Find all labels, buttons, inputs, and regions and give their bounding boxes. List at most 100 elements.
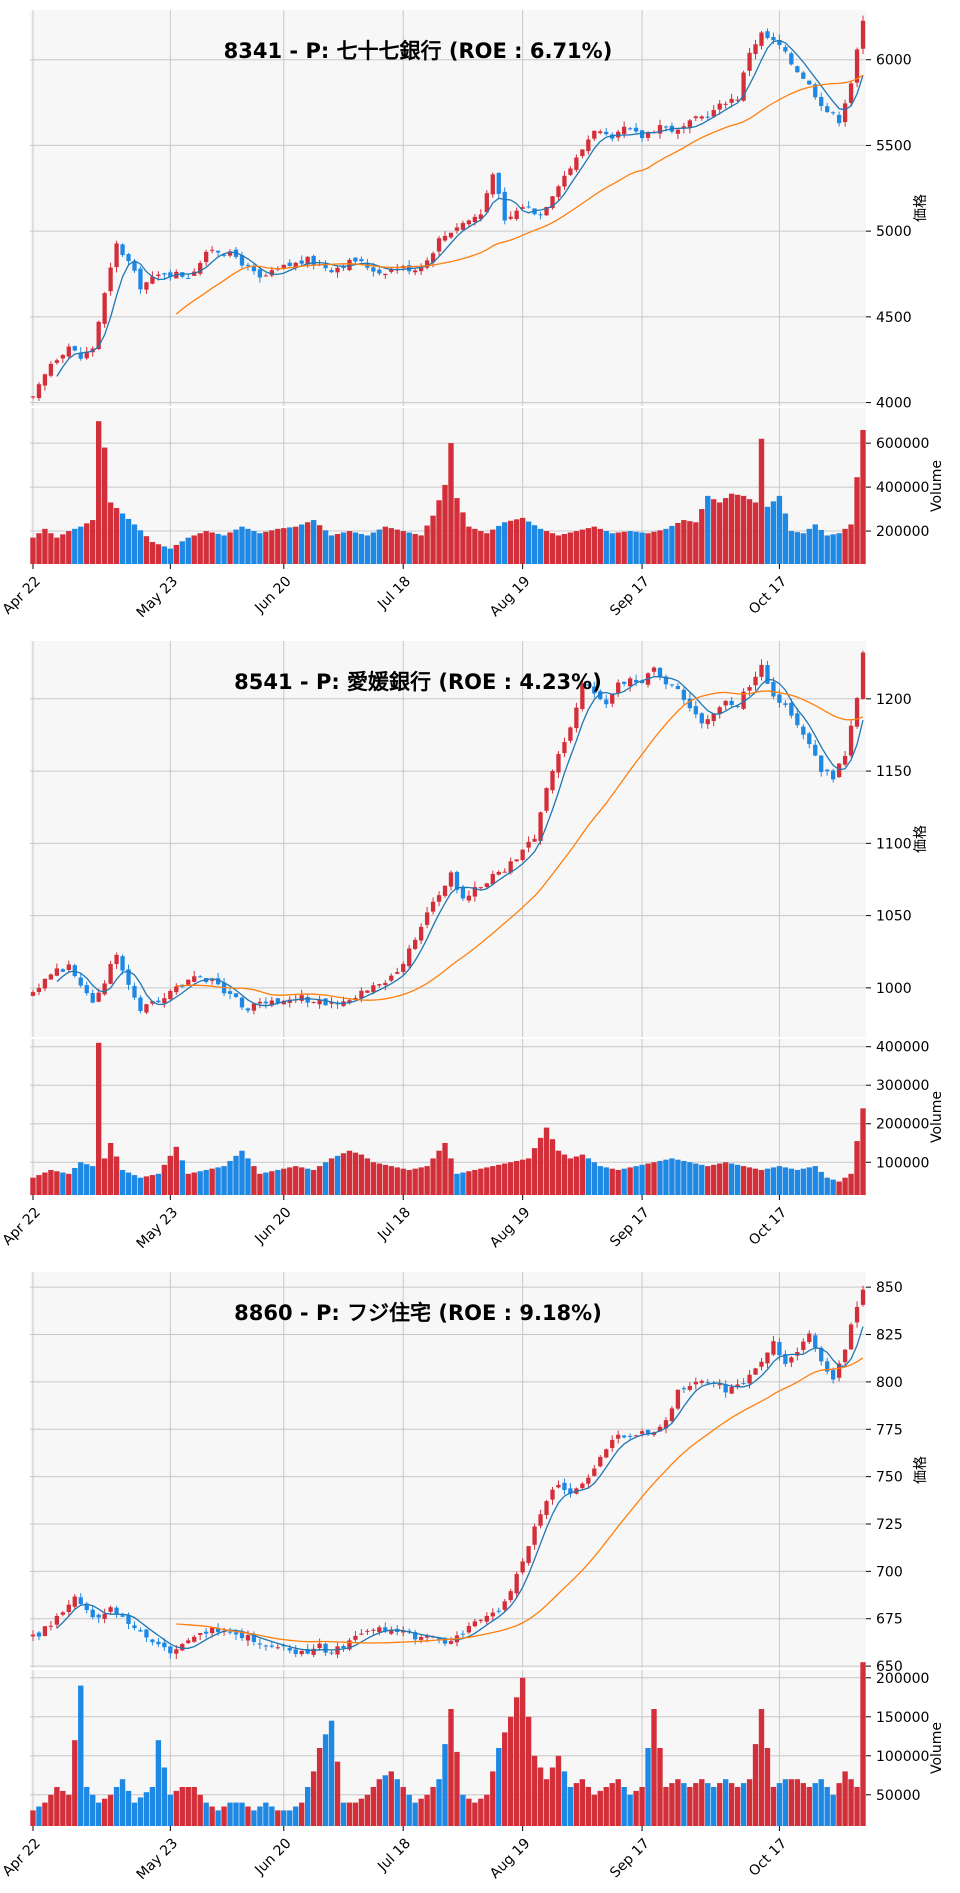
candle-body <box>311 1001 316 1003</box>
volume-bar <box>639 1164 645 1195</box>
volume-bar <box>149 542 156 564</box>
volume-bar <box>78 526 84 564</box>
volume-bar <box>454 1751 460 1826</box>
volume-bar <box>573 531 580 564</box>
candle-body <box>538 812 543 841</box>
volume-bar <box>143 1176 150 1195</box>
candle-body <box>48 974 54 980</box>
candle-body <box>860 1289 866 1305</box>
volume-bar <box>233 1155 239 1195</box>
volume-bar <box>555 535 562 564</box>
volume-bar <box>388 528 394 564</box>
candle-body <box>233 993 239 997</box>
candle-body <box>723 103 728 105</box>
candle-body <box>669 1408 675 1422</box>
volume-bar <box>203 1802 209 1826</box>
volume-bar <box>48 533 54 564</box>
volume-bar <box>502 522 508 564</box>
volume-bar <box>639 1787 645 1826</box>
candle-body <box>138 268 143 290</box>
chart-panel-3: 650 675 700 725 750 775 800 825 850 50000 100000 15… <box>0 1262 960 1893</box>
x-tick-label: Jul 18 <box>374 574 414 614</box>
volume-bar <box>836 1783 842 1826</box>
volume-bar <box>310 1771 317 1826</box>
candle-body <box>359 990 364 999</box>
volume-bar <box>424 1166 430 1195</box>
candle-body <box>36 384 42 399</box>
volume-bar <box>621 1787 627 1826</box>
volume-bar <box>848 524 854 564</box>
candle-body <box>562 1482 567 1490</box>
volume-bar <box>788 1168 795 1195</box>
volume-bar <box>30 537 36 564</box>
candle-body <box>138 997 143 1011</box>
volume-bar <box>263 1172 269 1195</box>
candle-body <box>466 895 472 901</box>
candle-body <box>413 270 418 273</box>
candle-body <box>484 883 489 888</box>
candle-body <box>801 1341 806 1350</box>
candle-body <box>281 1645 286 1647</box>
candle-body <box>460 887 466 899</box>
volume-bar <box>633 1166 639 1195</box>
volume-bar <box>561 1771 568 1826</box>
volume-bar <box>334 1761 341 1826</box>
candle-body <box>514 859 519 862</box>
volume-bar <box>293 1806 299 1826</box>
volume-bar <box>245 1158 251 1195</box>
volume-bar <box>167 548 174 564</box>
candle-body <box>30 992 36 996</box>
volume-bar <box>549 1767 556 1826</box>
candle-body <box>729 700 734 706</box>
volume-bar <box>669 525 675 564</box>
candle-body <box>180 1644 185 1651</box>
volume-bar <box>758 438 765 564</box>
candle-body <box>813 744 818 756</box>
price-tick-label: 1050 <box>876 909 912 925</box>
volume-bar <box>376 1779 383 1826</box>
volume-bar <box>555 1150 562 1195</box>
volume-bar <box>227 1160 233 1195</box>
volume-bar <box>681 1160 687 1195</box>
candle-body <box>532 838 537 842</box>
volume-bar <box>770 501 777 564</box>
volume-bar <box>770 1787 777 1826</box>
volume-bar <box>543 1127 550 1195</box>
volume-bar <box>328 1720 335 1826</box>
candle-body <box>675 685 681 689</box>
volume-bar <box>107 502 114 564</box>
volume-bar <box>352 1152 359 1195</box>
candle-body <box>532 1526 537 1545</box>
price-tick-label: 6000 <box>876 53 912 69</box>
candle-body <box>448 232 454 238</box>
volume-bar <box>36 1806 42 1826</box>
candle-body <box>192 976 197 982</box>
x-tick-label: Sep 17 <box>607 574 653 620</box>
candle-body <box>598 691 603 700</box>
volume-bar <box>502 1732 508 1826</box>
candle-body <box>568 727 573 741</box>
volume-bar <box>627 1167 633 1195</box>
candle-body <box>604 699 609 705</box>
chart-panel-1: 4000 4500 5000 5500 6000 200000 400000 600000 83… <box>0 0 960 631</box>
volume-axis-label: Volume <box>929 1091 945 1143</box>
volume-bar <box>227 532 233 564</box>
volume-bar <box>764 1168 771 1195</box>
volume-bar <box>406 1794 412 1826</box>
candle-body <box>538 214 543 216</box>
volume-bar <box>209 1806 215 1826</box>
volume-bar <box>585 528 592 564</box>
volume-bar <box>42 528 48 564</box>
candle-body <box>442 885 448 896</box>
candle-body <box>807 1333 812 1343</box>
volume-bar <box>293 526 299 564</box>
volume-bar <box>627 1794 633 1826</box>
candle-body <box>60 969 65 972</box>
volume-bar <box>95 421 102 564</box>
price-axis-label: 価格 <box>913 825 929 853</box>
volume-bar <box>609 533 615 564</box>
volume-bar <box>227 1802 233 1826</box>
volume-bar <box>394 1779 400 1826</box>
candle-body <box>699 116 704 119</box>
candle-body <box>663 126 669 128</box>
